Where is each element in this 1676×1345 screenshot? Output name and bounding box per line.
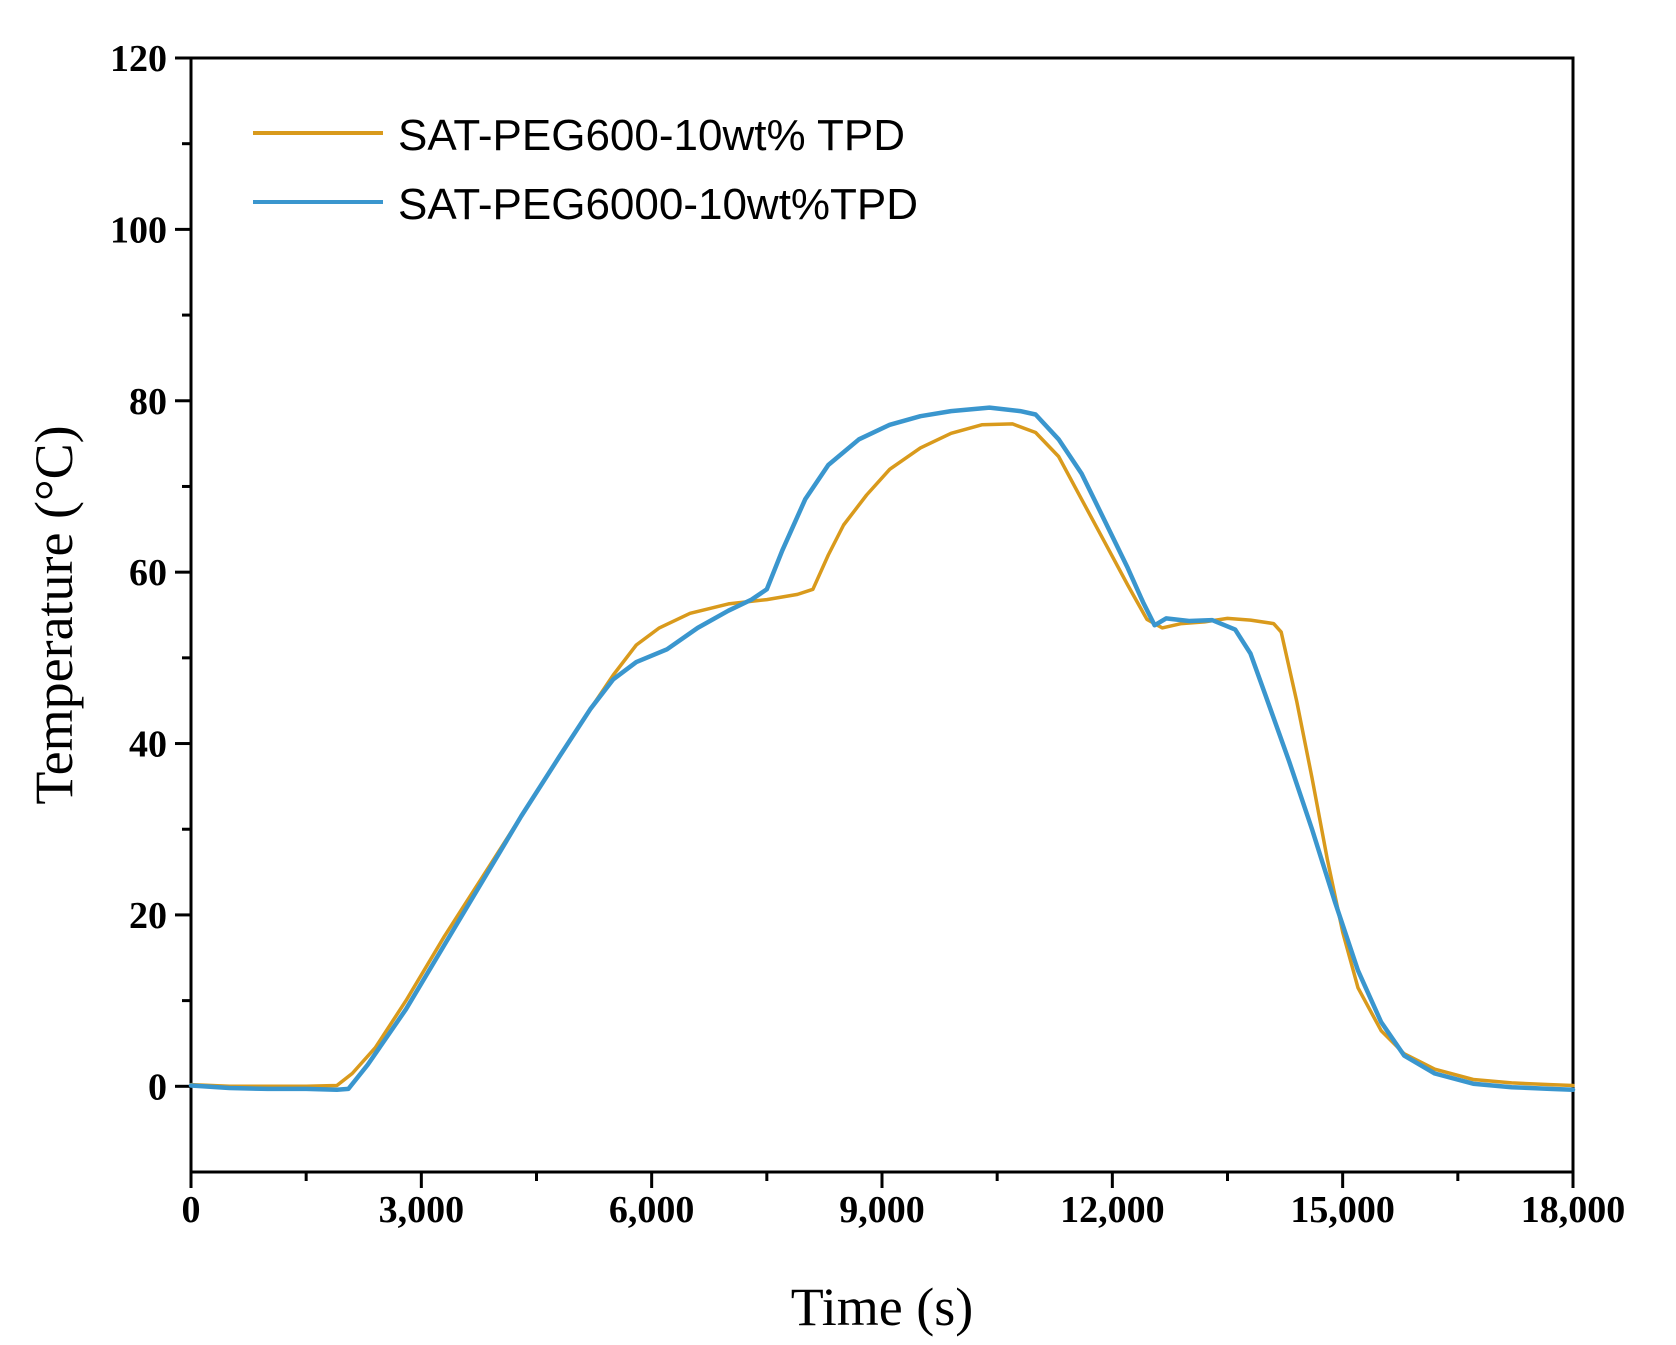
series-lines bbox=[188, 405, 1576, 1092]
y-tick-label: 40 bbox=[129, 724, 167, 766]
y-tick-label: 0 bbox=[148, 1066, 167, 1108]
series-line-peg6000 bbox=[188, 405, 1576, 1092]
series-line-peg600 bbox=[189, 422, 1575, 1089]
y-tick-label: 80 bbox=[129, 381, 167, 423]
x-tick-label: 6,000 bbox=[609, 1189, 695, 1231]
legend-label-peg6000: SAT-PEG6000-10wt%TPD bbox=[398, 180, 918, 229]
y-axis-title: Temperature (°C) bbox=[24, 425, 84, 804]
x-axis-title: Time (s) bbox=[791, 1277, 974, 1337]
x-tick-label: 15,000 bbox=[1290, 1189, 1395, 1231]
x-tick-label: 9,000 bbox=[839, 1189, 925, 1231]
axis-ticks bbox=[175, 56, 1575, 1188]
y-tick-label: 120 bbox=[110, 38, 167, 80]
x-tick-label: 12,000 bbox=[1060, 1189, 1165, 1231]
legend-label-peg600: SAT-PEG600-10wt% TPD bbox=[398, 111, 905, 160]
axis-tick-labels: 0 3,000 6,000 9,000 12,000 15,000 18,000 0 20 40 6… bbox=[110, 38, 1625, 1231]
y-tick-label: 100 bbox=[110, 209, 167, 251]
x-tick-label: 3,000 bbox=[379, 1189, 465, 1231]
y-tick-label: 20 bbox=[129, 895, 167, 937]
y-tick-label: 60 bbox=[129, 552, 167, 594]
legend: SAT-PEG600-10wt% TPD SAT-PEG6000-10wt%TP… bbox=[253, 111, 918, 229]
x-tick-label: 18,000 bbox=[1521, 1189, 1626, 1231]
x-tick-label: 0 bbox=[182, 1189, 201, 1231]
